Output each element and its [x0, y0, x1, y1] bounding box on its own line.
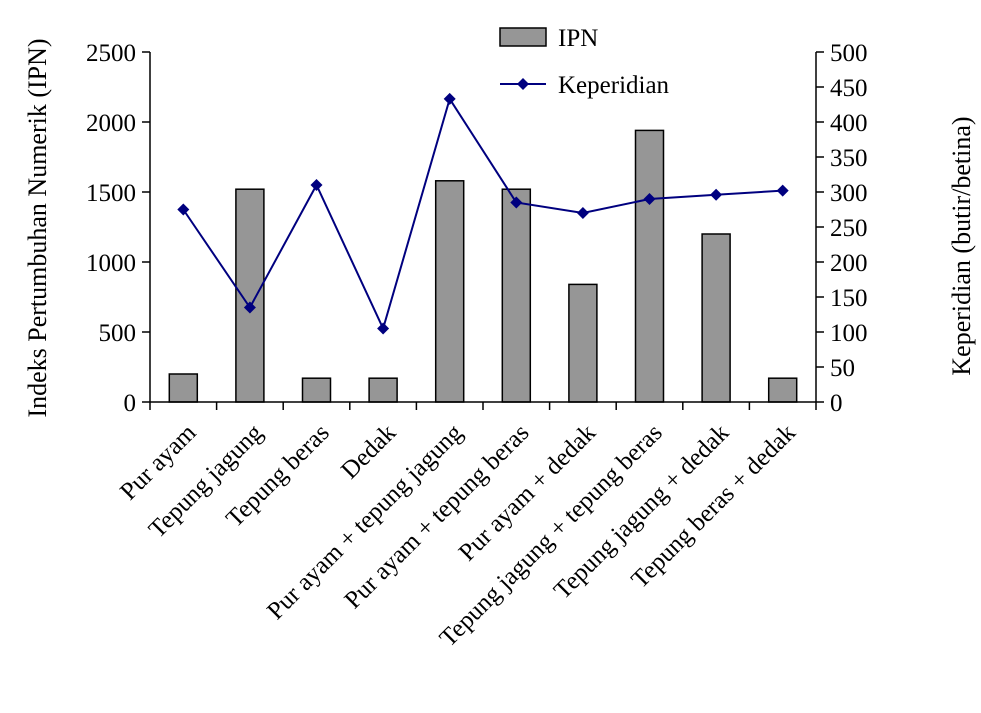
legend-keperidian-label: Keperidian	[558, 72, 670, 99]
bar-ipn-9	[701, 233, 731, 403]
legend-keperidian-marker	[517, 78, 529, 90]
right-tick-label: 500	[830, 40, 868, 67]
bar-ipn-6	[501, 188, 532, 403]
marker-keperidian-4	[377, 322, 390, 335]
line-keperidian	[182, 96, 783, 332]
right-tick-label: 400	[830, 110, 868, 137]
left-tick-label: 0	[124, 390, 137, 417]
bar-ipn-7	[568, 283, 598, 403]
category-label: Tepung jagung	[144, 419, 269, 544]
marker-keperidian-3	[310, 179, 323, 191]
legend: IPN Keperidian	[499, 25, 670, 99]
left-tick-label: 2500	[86, 40, 136, 67]
right-tick-label: 350	[830, 145, 868, 172]
left-tick-label: 1000	[86, 250, 136, 277]
bar-ipn-3	[301, 377, 332, 403]
legend-ipn-label: IPN	[558, 25, 598, 52]
bar-ipn-8	[634, 129, 665, 403]
right-tick-label: 100	[830, 320, 868, 347]
marker-keperidian-5	[443, 92, 456, 105]
bar-ipn-4	[368, 377, 398, 403]
left-tick-label: 500	[99, 320, 137, 347]
right-tick-label: 0	[830, 390, 843, 417]
line-series-group	[177, 92, 789, 335]
right-tick-label: 250	[830, 215, 868, 242]
category-label: Dedak	[336, 419, 402, 485]
bar-ipn-5	[434, 180, 465, 403]
left-tick-label: 1500	[86, 180, 136, 207]
right-tick-label: 150	[830, 285, 868, 312]
right-tick-label: 300	[830, 180, 868, 207]
bar-ipn-2	[235, 188, 265, 403]
marker-keperidian-10	[776, 184, 789, 197]
bar-ipn-10	[767, 377, 798, 403]
marker-keperidian-9	[710, 188, 723, 201]
right-tick-label: 450	[830, 75, 868, 102]
marker-keperidian-6	[510, 196, 523, 209]
marker-keperidian-8	[643, 193, 656, 205]
right-axis-title: Keperidian (butir/betina)	[947, 116, 976, 375]
marker-keperidian-1	[177, 203, 190, 216]
bar-ipn-1	[168, 373, 199, 403]
marker-keperidian-7	[576, 207, 589, 219]
marker-keperidian-2	[243, 301, 256, 314]
right-tick-label: 50	[830, 355, 855, 382]
axes-group: 0 500 1000 1500 2000 2500 0 50 100 150 200 250 300 35…	[86, 40, 868, 417]
left-axis-title: Indeks Pertumbuhan Numerik (IPN)	[23, 38, 52, 417]
bars-group	[168, 129, 798, 403]
left-tick-label: 2000	[86, 110, 136, 137]
legend-ipn-swatch	[499, 27, 547, 47]
right-tick-label: 200	[830, 250, 868, 277]
